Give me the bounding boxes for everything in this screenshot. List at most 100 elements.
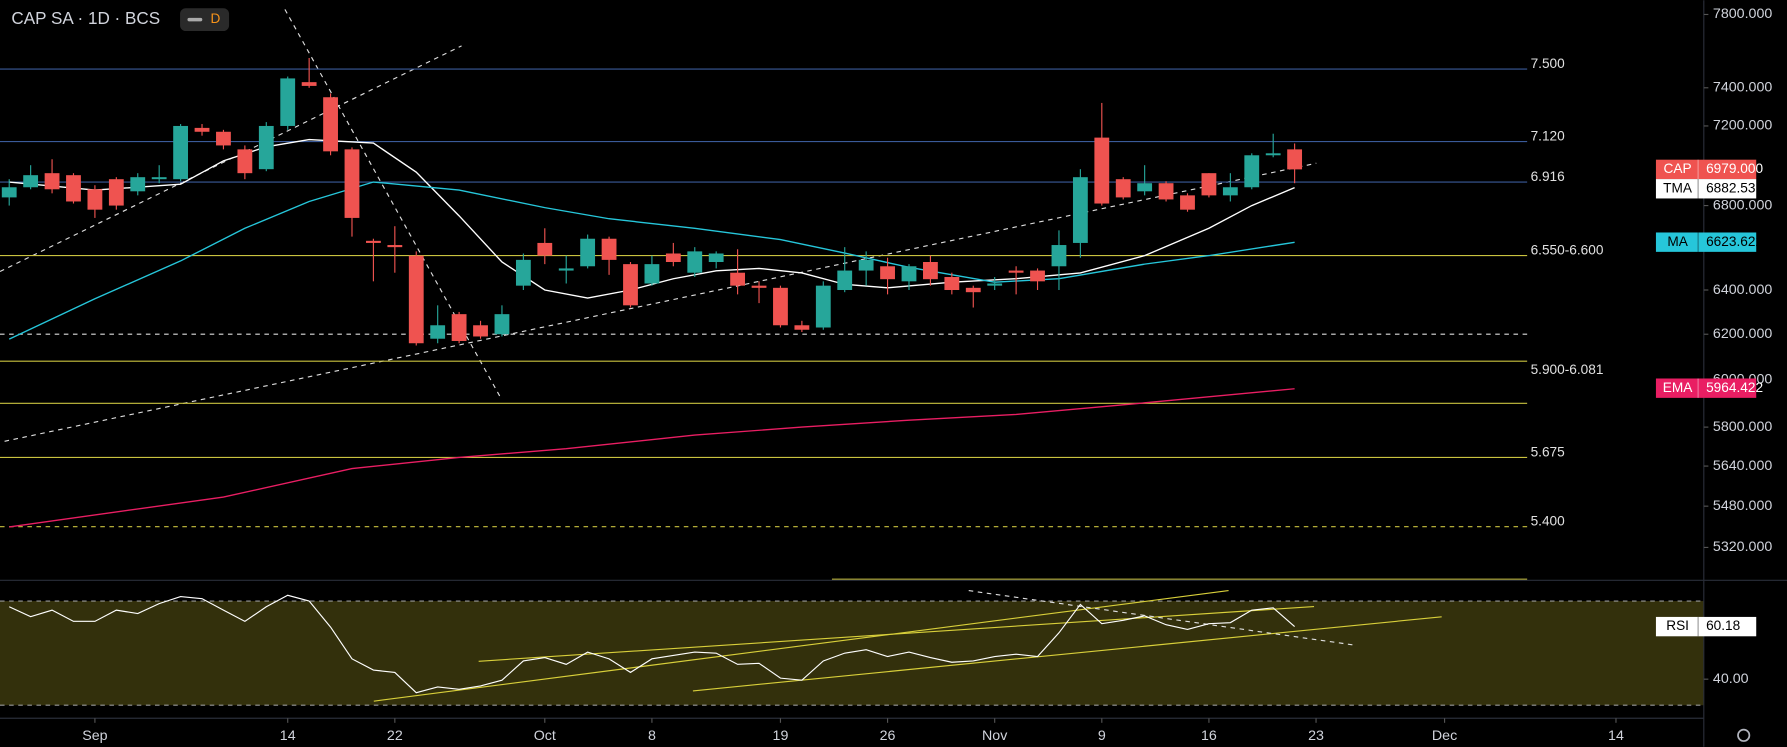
level-label: 6.916 (1531, 169, 1565, 184)
candle-body (1115, 179, 1131, 198)
indicator-line (9, 388, 1295, 528)
level-label: 7.500 (1531, 56, 1566, 71)
level-label: 6.550-6.600 (1531, 243, 1604, 258)
candle-body (130, 177, 146, 192)
price-tag (1655, 616, 1757, 637)
candle-body (1094, 137, 1110, 204)
candle-body (880, 266, 895, 280)
candle-body (280, 78, 296, 126)
rsi-channel (692, 616, 1442, 692)
candle-body (837, 270, 853, 291)
candle-body (87, 189, 103, 210)
candle-body (601, 238, 617, 260)
price-tag-value: 6623.622 (1706, 234, 1763, 249)
candle-body (151, 177, 167, 180)
candle-body (108, 179, 124, 206)
chart-title: CAP SA · 1D · BCS (11, 9, 160, 28)
candle-body (1287, 149, 1303, 170)
candle-body (1158, 183, 1174, 200)
candle-body (987, 283, 1003, 286)
rsi-y-tick-label: 40.00 (1713, 671, 1749, 687)
y-tick-label: 6800.000 (1713, 197, 1772, 213)
settings-gear[interactable] (1737, 728, 1751, 742)
candle-body (237, 149, 253, 174)
candle-body (216, 131, 231, 146)
price-tag-name: CAP (1664, 161, 1692, 176)
settings-icon[interactable] (1737, 728, 1751, 742)
candle-body (1137, 183, 1153, 192)
candle-body (1072, 177, 1088, 243)
candle-body (1030, 270, 1045, 282)
y-tick-label: 7800.000 (1713, 6, 1772, 22)
x-tick-label: 14 (1608, 728, 1624, 744)
candle-body (23, 175, 39, 188)
candle-body (965, 287, 981, 293)
rsi-line (8, 594, 1295, 694)
x-tick-label: 23 (1308, 728, 1324, 744)
candle-body (344, 149, 360, 218)
price-tag-value: 5964.422 (1706, 380, 1763, 395)
candle-body (623, 264, 638, 306)
trendline (284, 9, 502, 400)
candle-body (194, 127, 210, 132)
x-tick-label: 19 (773, 728, 789, 744)
y-tick-label: 6400.000 (1713, 282, 1772, 298)
candle-body (473, 325, 488, 337)
candle-body (366, 240, 381, 243)
candle-body (665, 253, 681, 262)
candle-body (451, 314, 467, 341)
candle-body (773, 287, 788, 326)
candle-body (944, 277, 960, 291)
y-tick-label: 5640.000 (1713, 458, 1772, 474)
candle-body (323, 97, 338, 152)
price-tag (1655, 378, 1757, 398)
candle-body (1008, 270, 1024, 273)
candle-body (1051, 245, 1067, 267)
price-tag-name: EMA (1663, 380, 1693, 395)
level-label: 5.900-6.081 (1531, 362, 1604, 377)
price-tag-name: TMA (1663, 180, 1693, 195)
indicator-line (8, 181, 1295, 340)
y-tick-label: 5800.000 (1713, 419, 1772, 435)
rsi-trendline (968, 590, 1357, 646)
candle-body (44, 173, 60, 190)
rsi-channel (478, 605, 1315, 662)
candle-body (815, 285, 831, 328)
candle-body (173, 125, 189, 180)
y-tick-label: 6200.000 (1713, 326, 1772, 342)
level-label: 5.675 (1531, 445, 1566, 460)
candle-body (751, 285, 767, 288)
candle-body (644, 264, 660, 284)
candle-body (430, 325, 446, 339)
x-tick-label: Dec (1432, 728, 1457, 744)
candle-body (558, 268, 574, 271)
candle-body (730, 272, 746, 286)
badge-label: D (210, 11, 220, 26)
candle-body (408, 255, 424, 344)
candle-body (901, 266, 917, 282)
x-tick-label: 8 (648, 728, 656, 744)
price-tag-value: 60.18 (1706, 618, 1740, 633)
candle-body (923, 261, 938, 280)
x-tick-label: 16 (1201, 728, 1217, 744)
candle-body (66, 175, 81, 202)
price-tag-name: MA (1667, 234, 1688, 249)
candle-body (1, 187, 17, 198)
price-tag-value: 6882.531 (1706, 180, 1763, 195)
y-tick-label: 7400.000 (1713, 80, 1772, 96)
y-tick-label: 5480.000 (1713, 498, 1772, 514)
candle-body (1201, 173, 1217, 196)
candle-body (494, 314, 510, 335)
candle-body (387, 245, 403, 248)
price-tag (1655, 159, 1757, 180)
candle-body (1222, 187, 1238, 196)
candle-body (515, 259, 531, 286)
rsi-panel (0, 600, 1704, 706)
candle-body (687, 251, 703, 273)
y-tick-label: 5320.000 (1713, 539, 1772, 555)
x-tick-label: 26 (880, 728, 896, 744)
x-tick-label: 9 (1098, 728, 1106, 744)
price-tag-name: RSI (1666, 618, 1689, 633)
x-tick-label: Nov (982, 728, 1008, 744)
